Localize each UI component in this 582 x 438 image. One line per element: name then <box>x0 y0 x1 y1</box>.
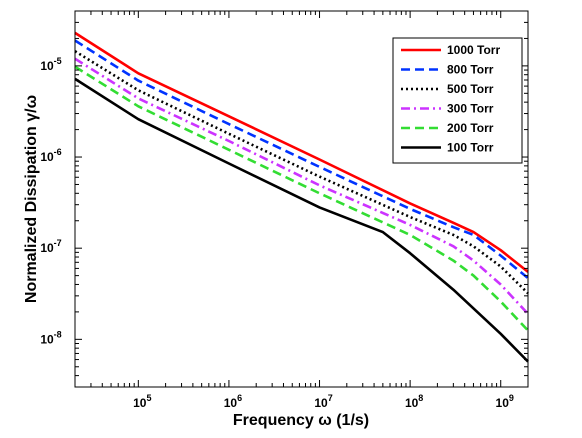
legend-box <box>392 37 523 164</box>
series-line-1000-torr <box>74 31 529 273</box>
legend: 1000 Torr 800 Torr 500 Torr 300 Torr 200 Tor… <box>392 37 523 164</box>
y-axis-title: Normalized Dissipation γ/ω <box>23 95 40 303</box>
x-tick-label: 108 <box>405 393 423 410</box>
x-tick-label: 109 <box>496 393 514 410</box>
series-line-800-torr <box>74 39 529 280</box>
tick-layer: 105 106 107 108 109 10-8 10-7 10-6 10-5 <box>40 10 529 410</box>
y-tick-label: 10-6 <box>40 147 61 164</box>
legend-label: 300 Torr <box>447 102 494 116</box>
legend-label: 500 Torr <box>447 82 494 96</box>
series-layer <box>74 31 529 363</box>
legend-label: 200 Torr <box>447 121 494 135</box>
y-tick-label: 10-8 <box>40 329 61 346</box>
series-line-100-torr <box>74 77 529 363</box>
legend-label: 100 Torr <box>447 141 494 155</box>
y-tick-label: 10-7 <box>40 238 61 255</box>
y-tick-label: 10-5 <box>40 56 61 73</box>
legend-label: 1000 Torr <box>447 43 500 57</box>
series-line-500-torr <box>74 50 529 295</box>
legend-label: 800 Torr <box>447 63 494 77</box>
plot-frame <box>74 10 529 388</box>
x-tick-label: 105 <box>133 393 151 410</box>
x-tick-label: 106 <box>224 393 242 410</box>
x-tick-label: 107 <box>314 393 332 410</box>
series-line-300-torr <box>74 57 529 315</box>
x-axis-title: Frequency ω (1/s) <box>233 412 369 429</box>
